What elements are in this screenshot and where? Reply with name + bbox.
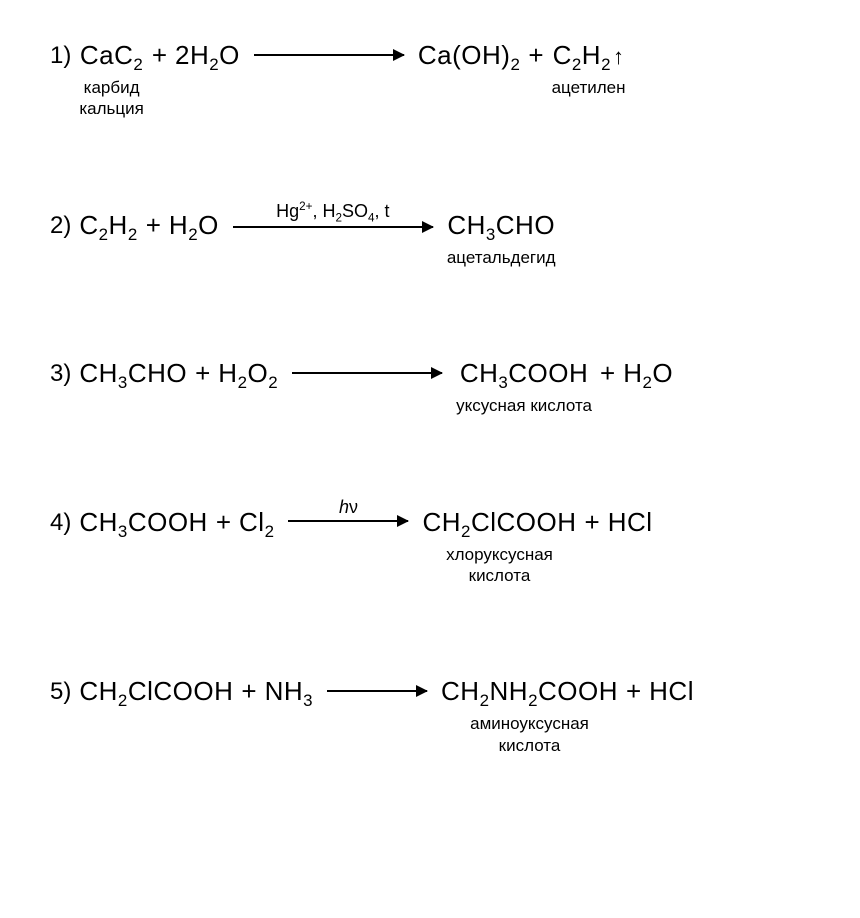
plus-sign: + — [528, 40, 543, 71]
reaction-conditions: Hg2+, H2SO4, t — [276, 200, 389, 225]
arrow-line — [292, 372, 442, 374]
chemical-formula: Cl2 — [239, 507, 274, 542]
compound-label: ацетальдегид — [447, 247, 556, 268]
chemical-formula: CH2ClCOOH — [79, 676, 233, 711]
reaction-arrow: hν — [288, 497, 408, 522]
chemical-formula: HCl — [649, 676, 694, 707]
equation-number: 1) — [50, 40, 71, 70]
chemical-term: HCl — [649, 676, 694, 707]
chemical-term: C2H2 — [79, 210, 137, 245]
chemical-formula: CH3COOH — [79, 507, 207, 542]
chemical-formula: CH3CHO — [447, 210, 555, 245]
arrow-line — [233, 226, 433, 228]
chemical-term: NH3 — [265, 676, 313, 711]
chemical-formula: CH3CHO — [79, 358, 187, 393]
equation-body: CaC2карбидкальция +2H2O Ca(OH)2 + C2H2↑ацети… — [79, 40, 625, 120]
plus-sign: + — [585, 507, 600, 538]
chemical-term: H2O — [623, 358, 673, 393]
chemical-term: H2O2 — [218, 358, 278, 393]
chemical-formula: HCl — [608, 507, 653, 538]
equation-row: 2)C2H2+H2OHg2+, H2SO4, tCH3CHOацетальдег… — [50, 210, 810, 268]
chemical-formula: Ca(OH)2 — [418, 40, 520, 75]
chemical-term: Ca(OH)2 — [418, 40, 520, 75]
compound-label: хлоруксуснаякислота — [446, 544, 553, 587]
compound-label: аминоуксуснаякислота — [470, 713, 589, 756]
chemical-term: CH2ClCOOH — [79, 676, 233, 711]
chemical-term: CH2NH2COOHаминоуксуснаякислота — [441, 676, 618, 756]
reaction-arrow — [292, 358, 442, 374]
chemical-term: C2H2↑ацетилен — [552, 40, 626, 98]
equation-row: 3) CH3CHO + H2O2 CH3COOHуксусная кислота + H2O — [50, 358, 810, 416]
plus-sign: + — [626, 676, 641, 707]
chemical-formula: CaC2 — [80, 40, 143, 75]
chemical-term: Cl2 — [239, 507, 274, 542]
chemical-formula: H2O — [169, 210, 219, 245]
compound-label: ацетилен — [552, 77, 626, 98]
equation-list: 1)CaC2карбидкальция+2H2OCa(OH)2+C2H2↑аце… — [50, 40, 810, 756]
equation-body: C2H2+H2OHg2+, H2SO4, tCH3CHOацетальдегид — [79, 210, 555, 268]
chemical-formula: CH2NH2COOH — [441, 676, 618, 711]
reaction-arrow: Hg2+, H2SO4, t — [233, 200, 433, 229]
chemical-term: 2H2O — [175, 40, 240, 75]
chemical-formula: C2H2 — [79, 210, 137, 245]
compound-label: карбидкальция — [79, 77, 143, 120]
reaction-arrow — [254, 40, 404, 56]
arrow-line — [288, 520, 408, 522]
reaction-conditions: hν — [339, 497, 358, 518]
arrow-line — [327, 690, 427, 692]
chemical-term: CH2ClCOOHхлоруксуснаякислота — [422, 507, 576, 587]
equation-number: 2) — [50, 210, 71, 240]
chemical-term: H2O — [169, 210, 219, 245]
arrow-line — [254, 54, 404, 56]
plus-sign: + — [216, 507, 231, 538]
equation-number: 5) — [50, 676, 71, 706]
equation-row: 1) CaC2карбидкальция +2H2O Ca(OH)2 + C2H2↑аце… — [50, 40, 810, 120]
reaction-arrow — [327, 676, 427, 692]
equation-row: 4)CH3COOH+Cl2hνCH2ClCOOHхлоруксуснаякисл… — [50, 507, 810, 587]
chemical-formula: 2H2O — [175, 40, 240, 75]
chemical-formula: NH3 — [265, 676, 313, 711]
plus-sign: + — [146, 210, 161, 241]
chemical-formula: C2H2↑ — [553, 40, 625, 75]
equation-body: CH2ClCOOH + NH3 CH2NH2COOHаминоуксуснаякисл… — [79, 676, 694, 756]
equation-body: CH3COOH+Cl2hνCH2ClCOOHхлоруксуснаякислот… — [79, 507, 652, 587]
equation-body: CH3CHO + H2O2 CH3COOHуксусная кислота + H2O — [79, 358, 673, 416]
chemical-term: CH3COOH — [79, 507, 207, 542]
chemical-formula: H2O — [623, 358, 673, 393]
equation-number: 4) — [50, 507, 71, 537]
plus-sign: + — [241, 676, 256, 707]
plus-sign: + — [195, 358, 210, 389]
chemical-formula: H2O2 — [218, 358, 278, 393]
chemical-term: CaC2карбидкальция — [79, 40, 143, 120]
compound-label: уксусная кислота — [456, 395, 592, 416]
plus-sign: + — [152, 40, 167, 71]
chemical-formula: CH2ClCOOH — [422, 507, 576, 542]
chemical-term: CH3COOHуксусная кислота — [456, 358, 592, 416]
chemical-term: CH3CHO — [79, 358, 187, 393]
chemical-formula: CH3COOH — [460, 358, 588, 393]
equation-row: 5) CH2ClCOOH + NH3 CH2NH2COOHаминоуксуснаяки… — [50, 676, 810, 756]
plus-sign: + — [600, 358, 615, 389]
equation-number: 3) — [50, 358, 71, 388]
chemical-term: HCl — [608, 507, 653, 538]
chemical-term: CH3CHOацетальдегид — [447, 210, 556, 268]
